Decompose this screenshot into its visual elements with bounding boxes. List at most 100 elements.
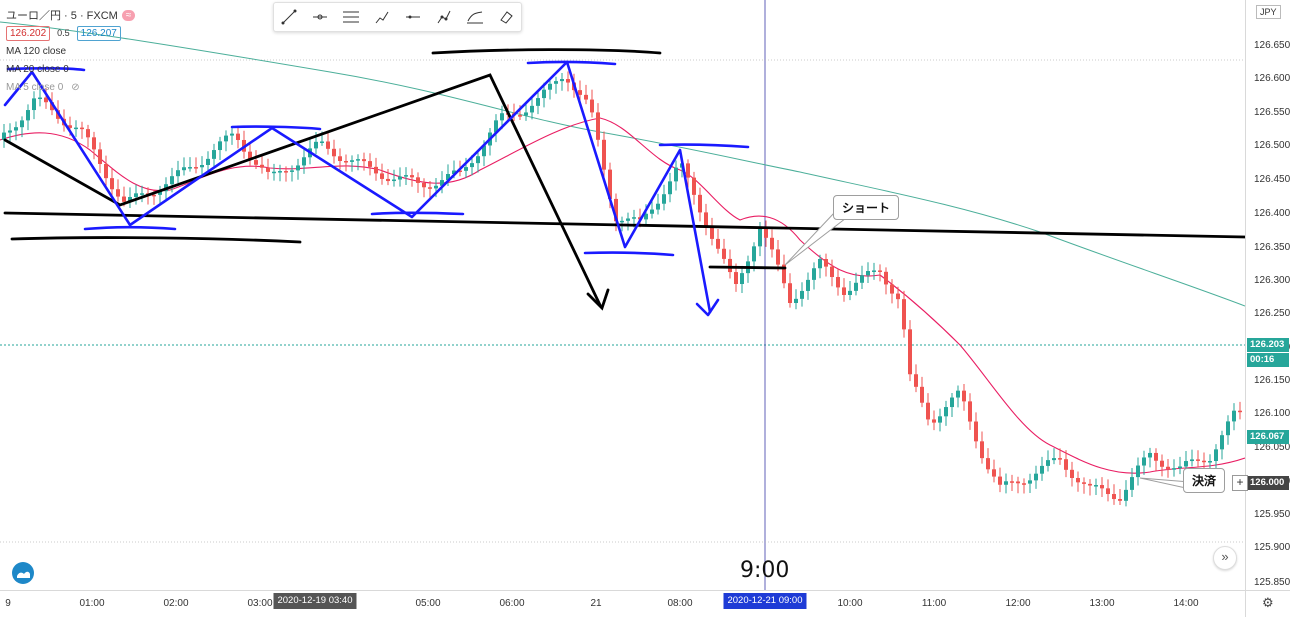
candle-body [110,178,114,190]
price-tick: 126.300 [1254,275,1290,286]
time-tick: 08:00 [667,598,693,609]
candle-body [176,170,180,177]
candle-body [1166,466,1170,470]
candle-body [74,127,78,130]
candle-body [782,264,786,284]
candle-body [206,158,210,165]
indicator-ma120[interactable]: MA 120 close [6,42,135,60]
indicator-ma5[interactable]: MA 5 close 0 ⊘ [6,78,135,96]
candle-body [1208,460,1212,463]
path-icon[interactable] [433,6,455,28]
scroll-to-realtime-button[interactable]: » [1213,546,1237,570]
candle-body [1052,458,1056,461]
pitchfork-icon[interactable] [371,6,393,28]
candle-body [344,160,348,163]
candle-body [914,374,918,387]
time-tick: 05:00 [415,598,441,609]
time-tick: 02:00 [163,598,189,609]
candle-body [428,187,432,189]
short-annotation[interactable]: ショート [833,195,900,220]
gear-icon[interactable]: ⚙ [1262,595,1274,610]
candle-body [920,386,924,403]
parallel-channel-icon[interactable] [340,6,362,28]
ma-price-label: 126.067 [1247,430,1289,444]
candle-body [1190,459,1194,462]
candle-body [944,407,948,417]
price-tick: 126.150 [1254,375,1290,386]
candle-body [1016,481,1020,484]
candle-body [386,178,390,182]
candle-body [560,79,564,82]
chart-plot-area[interactable] [0,0,1245,590]
candle-body [668,181,672,195]
candle-body [620,220,624,223]
candle-body [956,390,960,398]
candle-body [1100,485,1104,489]
candle-body [962,390,966,402]
candle-body [476,156,480,164]
candle-body [998,476,1002,485]
candle-body [1214,449,1218,461]
candle-body [644,213,648,220]
candle-body [80,127,84,130]
candle-body [422,182,426,188]
candle-body [1064,459,1068,470]
candle-body [452,170,456,175]
candle-body [1184,461,1188,467]
candle-body [824,259,828,267]
candle-body [224,135,228,142]
candle-body [806,279,810,291]
candle-body [320,141,324,143]
eye-hidden-icon[interactable]: ⊘ [71,81,80,93]
indicator-ma20-label: MA 20 close 0 [6,63,69,75]
symbol-title[interactable]: ユーロ／円 · 5 · FXCM [6,10,118,22]
candle-body [614,198,618,222]
price-tick: 126.100 [1254,408,1290,419]
currency-label[interactable]: JPY [1256,5,1281,19]
candle-body [812,268,816,280]
add-alert-plus-button[interactable]: + [1232,475,1248,491]
candle-body [818,259,822,269]
candle-body [356,159,360,161]
fib-icon[interactable] [464,6,486,28]
time-tick: 14:00 [1173,598,1199,609]
bid-price-button[interactable]: 126.202 [6,25,51,41]
ask-price-button[interactable]: 126.207 [76,25,121,41]
past-time-label: 2020-12-19 03:40 [273,593,357,609]
candle-body [26,110,30,121]
candle-body [332,148,336,157]
candle-body [518,115,522,117]
candle-body [950,397,954,408]
candle-body [44,97,48,103]
candle-body [374,166,378,174]
indicator-ma20[interactable]: MA 20 close 0 [6,60,135,78]
candle-body [890,284,894,294]
settle-annotation[interactable]: 決済 [1183,468,1226,493]
horizontal-ray-icon[interactable] [309,6,331,28]
price-tick: 125.900 [1254,542,1290,553]
candle-body [1040,465,1044,474]
candle-body [182,167,186,171]
candle-body [854,282,858,291]
candle-body [974,421,978,442]
horizontal-line-icon[interactable] [402,6,424,28]
candle-body [1106,488,1110,495]
candle-body [1178,466,1182,469]
candle-body [1118,499,1122,501]
settings-corner[interactable]: ⚙ [1245,590,1290,617]
candle-body [662,194,666,204]
candle-body [860,275,864,283]
candle-body [212,150,216,159]
time-tick: 06:00 [499,598,525,609]
candle-body [848,290,852,295]
eraser-icon[interactable] [495,6,517,28]
price-tick: 126.600 [1254,73,1290,84]
candle-body [986,458,990,470]
price-axis[interactable]: 126.650 126.600 126.550 126.500 126.450 126.4… [1245,0,1290,590]
candle-body [836,277,840,288]
candle-body [32,98,36,111]
trend-line-icon[interactable] [278,6,300,28]
time-axis[interactable]: 9 01:00 02:00 03:00 05:00 06:00 21 08:00 10:00 11… [0,590,1245,617]
tradingview-logo[interactable] [12,562,34,584]
candle-body [872,270,876,272]
